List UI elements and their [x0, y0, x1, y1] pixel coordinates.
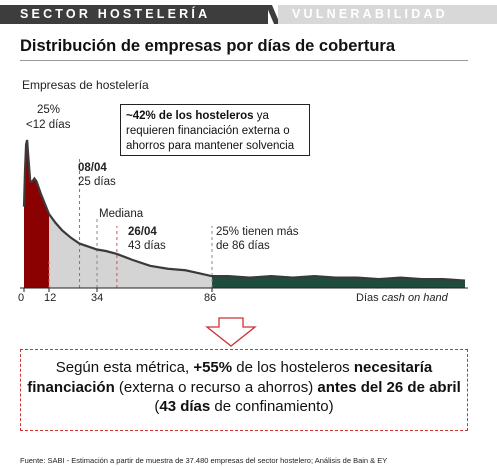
x-ticks	[23, 288, 213, 292]
tail-label-b: de 86 días	[216, 240, 270, 252]
y-axis-label: Empresas de hostelería	[22, 78, 149, 92]
down-arrow-icon	[205, 317, 257, 347]
area-segment-0	[24, 140, 49, 288]
distribution-curve	[22, 139, 466, 282]
date2-label: 26/04	[128, 226, 157, 238]
chart-markers	[48, 158, 213, 288]
x-tick-34: 34	[91, 292, 104, 304]
section-label: SECTOR HOSTELERÍA	[0, 5, 268, 24]
date1-label: 08/04	[78, 162, 107, 174]
chart-title: Distribución de empresas por días de cob…	[20, 37, 396, 55]
tail-label-a: 25% tienen más	[216, 226, 299, 238]
header-bar: SECTOR HOSTELERÍA VULNERABILIDAD	[0, 0, 497, 27]
median-label: Mediana	[99, 208, 144, 220]
title-divider	[20, 60, 468, 61]
x-tick-0: 0	[18, 292, 25, 304]
date1-days: 25 días	[78, 176, 116, 188]
distribution-chart	[20, 139, 468, 292]
area-segment-2	[212, 276, 465, 288]
callout-box: ~42% de los hosteleros ya requieren fina…	[120, 104, 310, 156]
topic-label: VULNERABILIDAD	[278, 5, 497, 24]
callout-bold: ~42% de los hosteleros	[126, 110, 254, 122]
header-chevron-icon	[266, 5, 280, 24]
lt12-label: <12 días	[26, 119, 71, 131]
source-note: Fuente: SABI - Estimación a partir de mu…	[20, 456, 388, 465]
x-tick-86: 86	[204, 292, 217, 304]
x-tick-12: 12	[44, 292, 57, 304]
date2-days: 43 días	[128, 240, 166, 252]
callout-rest: ya requieren financiación externa o ahor…	[126, 110, 295, 152]
pct25-label: 25%	[37, 104, 61, 116]
summary-text: Según esta métrica, +55% de los hosteler…	[27, 359, 461, 415]
summary-box	[20, 349, 468, 431]
x-axis-label: Días cash on hand	[356, 292, 448, 304]
